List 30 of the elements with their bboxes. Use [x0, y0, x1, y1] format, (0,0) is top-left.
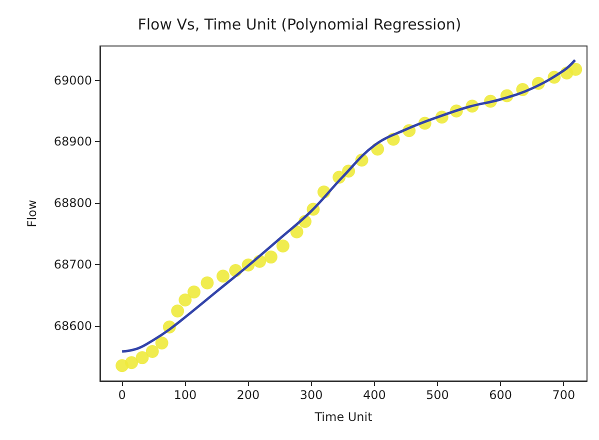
x-tick-label: 200: [236, 388, 260, 402]
y-tick-label: 68600: [54, 318, 92, 333]
x-tick-label: 400: [362, 388, 386, 402]
point: [155, 336, 168, 350]
y-tick-label: 69000: [54, 73, 92, 88]
point: [178, 294, 192, 307]
y-tick-label: 68800: [54, 196, 92, 210]
point: [276, 240, 290, 253]
point: [146, 345, 159, 358]
point: [290, 225, 304, 238]
point: [569, 62, 582, 76]
x-axis-title: Time Unit: [314, 410, 373, 424]
x-tick-label: 0: [118, 388, 126, 402]
point: [200, 276, 214, 290]
point: [136, 351, 149, 364]
line-series: [120, 58, 576, 353]
point: [188, 286, 200, 299]
chart-title: Flow Vs, Time Unit (Polynomial Regression): [138, 16, 462, 34]
point: [264, 250, 278, 264]
x-tick-label: 600: [489, 388, 512, 402]
x-tick-label: 500: [426, 388, 449, 402]
y-axis-title: Flow: [25, 200, 39, 228]
x-tick-label: 300: [300, 388, 323, 402]
y-tick-label: 68700: [54, 257, 92, 272]
point: [216, 270, 230, 283]
point: [125, 356, 138, 370]
y-tick-label: 68900: [54, 134, 92, 149]
x-tick-label: 700: [552, 388, 576, 402]
point: [171, 304, 184, 318]
x-tick-label: 100: [174, 388, 197, 402]
